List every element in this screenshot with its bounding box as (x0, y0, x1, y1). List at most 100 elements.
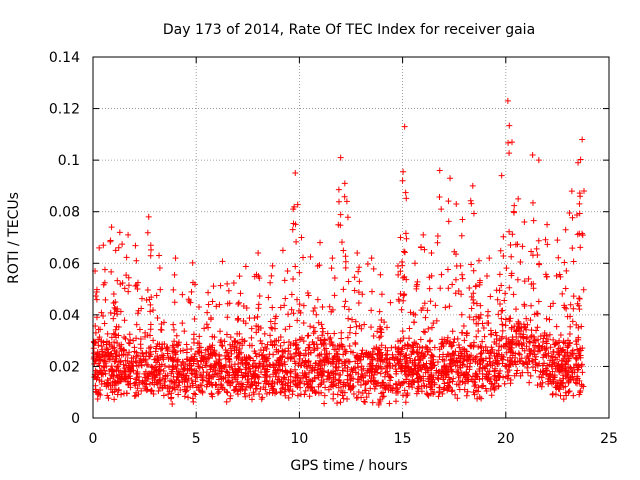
data-point (579, 230, 586, 237)
data-point (377, 271, 384, 278)
data-point (465, 378, 472, 385)
data-point (254, 373, 261, 380)
data-point (335, 198, 342, 205)
data-point (567, 364, 574, 371)
data-point (548, 380, 555, 387)
data-point (347, 377, 354, 384)
data-point (136, 326, 143, 333)
data-point (229, 366, 236, 373)
data-point (131, 393, 138, 400)
data-point (267, 318, 274, 325)
data-point (261, 355, 268, 362)
data-point (314, 262, 321, 269)
data-point (108, 343, 115, 350)
data-point (399, 344, 406, 351)
data-point (575, 159, 582, 166)
data-point (472, 381, 479, 388)
data-point (113, 367, 120, 374)
data-point (147, 308, 154, 315)
data-point (294, 392, 301, 399)
data-point (417, 243, 424, 250)
data-point (182, 376, 189, 383)
data-point (482, 343, 489, 350)
data-point (570, 258, 577, 265)
data-point (519, 243, 526, 250)
data-point (224, 379, 231, 386)
data-point (400, 379, 407, 386)
data-point (216, 360, 223, 367)
data-point (463, 357, 470, 364)
data-point (476, 394, 483, 401)
data-point (246, 365, 253, 372)
data-point (395, 361, 402, 368)
data-point (416, 364, 423, 371)
data-point (400, 292, 407, 299)
data-point (476, 367, 483, 374)
data-point (321, 392, 328, 399)
data-point (355, 268, 362, 275)
data-point (148, 363, 155, 370)
data-point (364, 354, 371, 361)
data-point (334, 351, 341, 358)
data-point (355, 289, 362, 296)
data-point (428, 324, 435, 331)
data-point (447, 338, 454, 345)
data-point (238, 369, 245, 376)
data-point (284, 382, 291, 389)
data-point (102, 360, 109, 367)
data-point (116, 229, 123, 236)
data-point (311, 347, 318, 354)
data-point (552, 391, 559, 398)
data-point (240, 317, 247, 324)
data-point (167, 395, 174, 402)
data-point (406, 325, 413, 332)
data-point (347, 348, 354, 355)
data-point (578, 323, 585, 330)
data-point (337, 371, 344, 378)
data-point (121, 369, 128, 376)
data-point (471, 391, 478, 398)
data-point (467, 343, 474, 350)
data-point (577, 193, 584, 200)
data-point (128, 366, 135, 373)
data-point (436, 353, 443, 360)
data-point (292, 221, 299, 228)
data-point (544, 221, 551, 228)
data-point (372, 368, 379, 375)
data-point (479, 383, 486, 390)
data-point (424, 391, 431, 398)
data-point (369, 288, 376, 295)
data-point (130, 354, 137, 361)
data-point (521, 303, 528, 310)
x-tick-label: 25 (600, 431, 618, 447)
data-point (255, 365, 262, 372)
data-point (138, 295, 145, 302)
data-point (227, 395, 234, 402)
data-point (123, 272, 130, 279)
data-point (108, 334, 115, 341)
data-point (227, 345, 234, 352)
data-point (132, 283, 139, 290)
data-point (209, 382, 216, 389)
data-point (123, 254, 130, 261)
data-point (267, 332, 274, 339)
data-point (454, 362, 461, 369)
data-point (248, 342, 255, 349)
data-point (544, 241, 551, 248)
data-point (401, 368, 408, 375)
data-point (398, 306, 405, 313)
data-point (94, 350, 101, 357)
data-point (225, 287, 232, 294)
data-point (384, 351, 391, 358)
data-point (359, 390, 366, 397)
data-point (335, 186, 342, 193)
data-point (248, 381, 255, 388)
data-point (478, 395, 485, 402)
data-point (389, 363, 396, 370)
data-point (527, 372, 534, 379)
data-point (146, 380, 153, 387)
data-point (503, 335, 510, 342)
data-point (320, 378, 327, 385)
data-point (488, 344, 495, 351)
data-point (579, 369, 586, 376)
